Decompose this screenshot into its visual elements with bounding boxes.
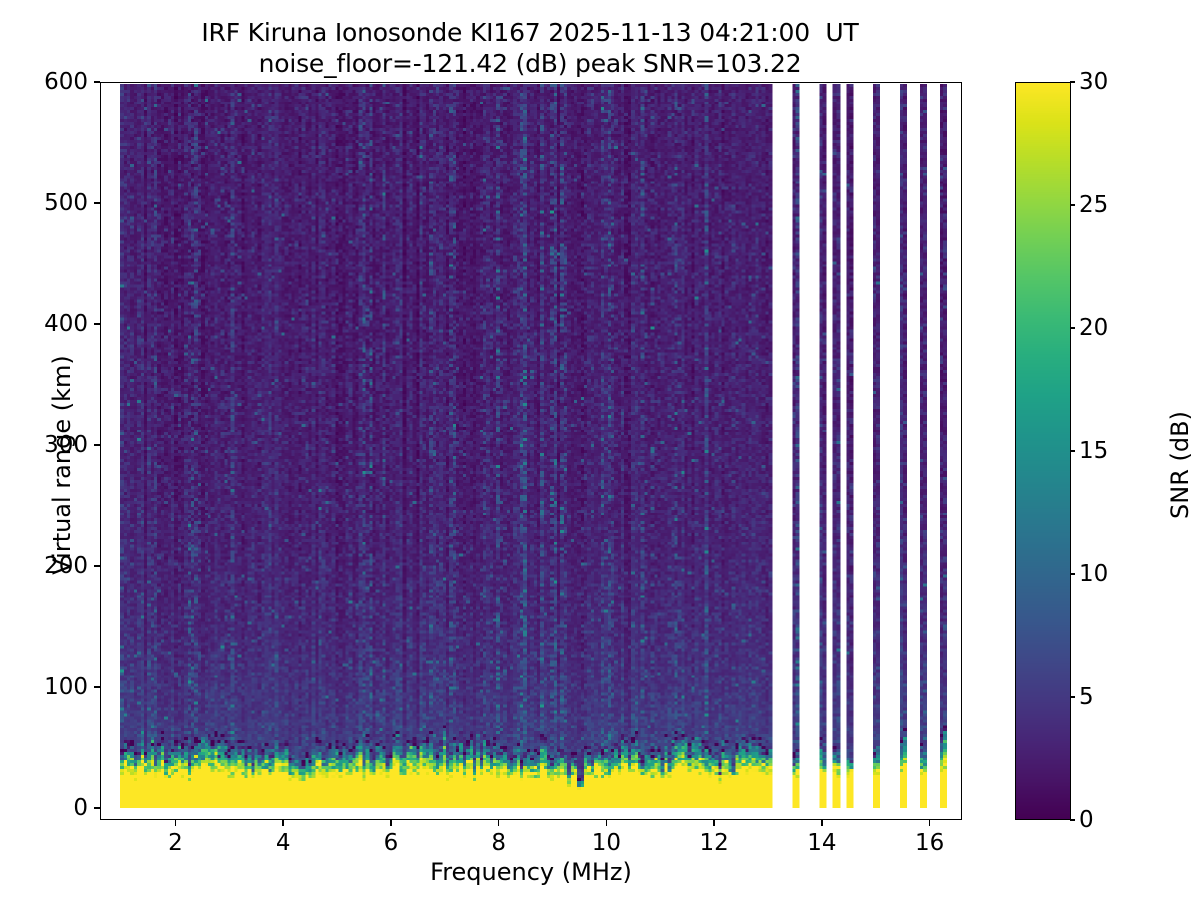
x-tick-mark — [174, 820, 177, 826]
x-tick-label: 6 — [383, 830, 399, 856]
y-tick-label: 400 — [44, 310, 88, 337]
colorbar-tick-mark — [1070, 204, 1075, 206]
x-tick-mark — [497, 820, 500, 826]
y-tick-label: 600 — [44, 69, 88, 95]
x-tick-mark — [605, 820, 608, 826]
title-line-2: noise_floor=-121.42 (dB) peak SNR=103.22 — [258, 48, 802, 78]
colorbar-tick-mark — [1070, 819, 1075, 821]
x-tick-mark — [282, 820, 284, 826]
page-title: IRF Kiruna Ionosonde KI167 2025-11-13 04… — [0, 18, 1060, 79]
colorbar-tick-label: 15 — [1079, 438, 1109, 464]
x-tick-mark — [821, 820, 823, 826]
x-tick-mark — [390, 820, 392, 826]
colorbar-tick-mark — [1070, 327, 1075, 329]
y-tick-mark — [94, 81, 100, 83]
colorbar-tick-label: 30 — [1079, 69, 1109, 95]
ionogram-heatmap-canvas — [101, 83, 961, 819]
x-tick-mark — [713, 820, 715, 826]
colorbar-tick-mark — [1070, 696, 1075, 698]
heatmap-plot-area — [100, 82, 962, 820]
colorbar-tick-label: 0 — [1079, 807, 1094, 833]
colorbar-tick-mark — [1070, 81, 1075, 83]
x-tick-label: 2 — [168, 830, 183, 856]
y-tick-label: 500 — [44, 189, 88, 216]
x-tick-label: 4 — [275, 830, 291, 856]
colorbar-tick-mark — [1070, 450, 1075, 452]
y-tick-mark — [94, 686, 100, 688]
colorbar-gradient — [1016, 83, 1070, 819]
x-tick-label: 12 — [699, 830, 729, 856]
colorbar-tick-label: 20 — [1079, 315, 1109, 341]
y-tick-label: 300 — [44, 431, 88, 458]
y-tick-label: 0 — [73, 794, 88, 821]
y-tick-mark — [94, 323, 100, 325]
y-tick-mark — [94, 807, 100, 809]
y-tick-mark — [94, 565, 100, 567]
colorbar-label: SNR (dB) — [1166, 411, 1194, 519]
colorbar-tick-label: 10 — [1079, 561, 1109, 587]
colorbar — [1015, 82, 1071, 820]
x-tick-mark — [928, 820, 931, 826]
y-tick-mark — [94, 444, 100, 446]
y-tick-mark — [94, 202, 100, 204]
x-tick-label: 16 — [915, 830, 945, 856]
x-axis-label: Frequency (MHz) — [430, 858, 632, 886]
y-tick-label: 200 — [44, 552, 88, 579]
colorbar-tick-label: 25 — [1079, 192, 1109, 218]
colorbar-tick-mark — [1070, 573, 1075, 575]
y-tick-label: 100 — [44, 673, 88, 700]
x-tick-label: 14 — [807, 830, 837, 856]
colorbar-tick-label: 5 — [1079, 684, 1094, 710]
x-tick-label: 10 — [591, 830, 622, 856]
title-line-1: IRF Kiruna Ionosonde KI167 2025-11-13 04… — [201, 18, 859, 47]
x-tick-label: 8 — [491, 830, 506, 856]
